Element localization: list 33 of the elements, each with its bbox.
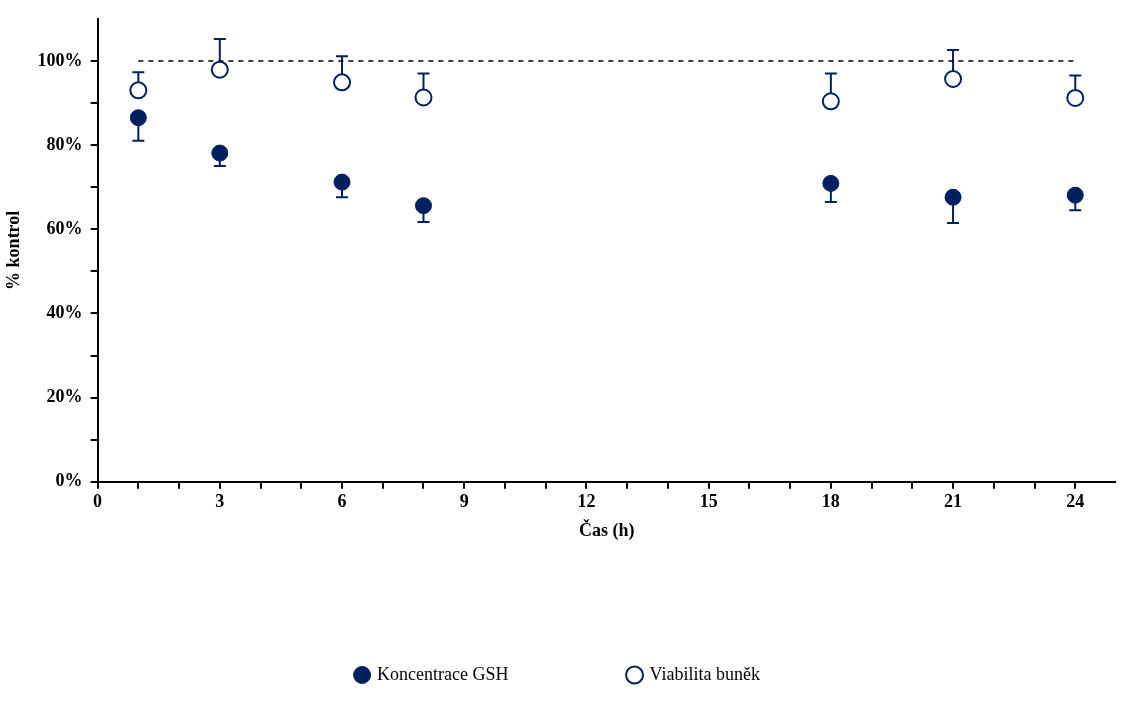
- x-tick-label: 3: [215, 491, 225, 512]
- y-tick-label: 100%: [37, 49, 83, 70]
- y-tick-label: 40%: [46, 302, 83, 323]
- x-tick-label: 15: [699, 491, 718, 512]
- point: [1066, 88, 1085, 107]
- y-tick-label: 80%: [46, 133, 83, 154]
- x-tick-label: 0: [93, 491, 103, 512]
- point: [414, 88, 433, 107]
- point: [821, 92, 840, 111]
- point: [944, 188, 962, 206]
- y-tick-label: 0%: [55, 470, 83, 491]
- x-tick-label: 18: [821, 491, 840, 512]
- legend-label: Viabilita buněk: [649, 663, 760, 684]
- x-axis-title: Čas (h): [579, 518, 635, 541]
- x-tick-label: 9: [459, 491, 469, 512]
- point: [822, 174, 840, 192]
- y-axis-title: % kontrol: [3, 210, 24, 290]
- point: [1066, 186, 1084, 204]
- x-tick-label: 12: [577, 491, 596, 512]
- point: [129, 109, 147, 127]
- point: [414, 197, 432, 215]
- legend-label: Koncentrace GSH: [377, 663, 509, 684]
- point: [333, 173, 351, 191]
- point: [944, 69, 963, 88]
- point: [210, 60, 229, 79]
- x-tick-label: 24: [1066, 491, 1085, 512]
- x-tick-label: 6: [337, 491, 347, 512]
- point: [333, 73, 352, 92]
- point: [211, 144, 229, 162]
- x-tick-label: 21: [944, 491, 963, 512]
- y-tick-label: 20%: [46, 386, 83, 407]
- point: [129, 81, 148, 100]
- y-tick-label: 60%: [46, 217, 83, 238]
